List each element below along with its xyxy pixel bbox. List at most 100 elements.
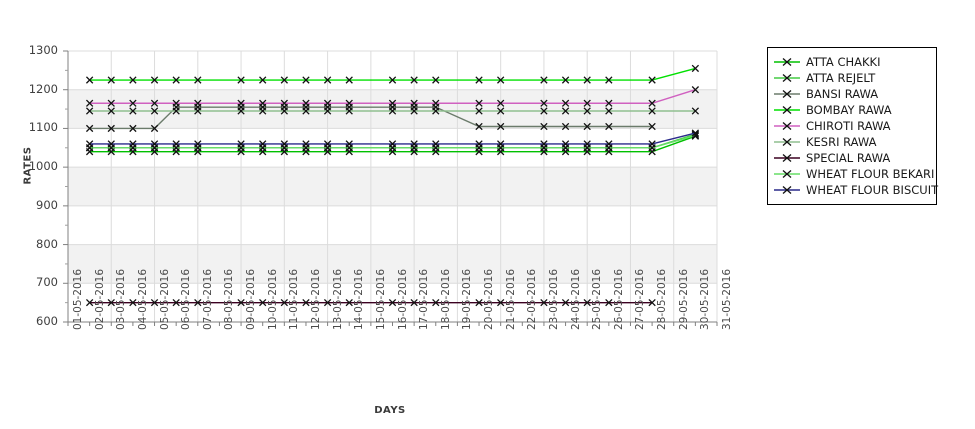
series-point xyxy=(410,76,418,84)
series-point xyxy=(345,76,353,84)
series-point xyxy=(561,107,570,115)
series-point xyxy=(583,298,591,307)
series-point xyxy=(605,107,613,115)
y-tick-label: 1300 xyxy=(28,43,58,57)
legend-item-3[interactable]: BOMBAY RAWA xyxy=(774,102,928,118)
series-point xyxy=(150,107,159,115)
series-point xyxy=(237,99,245,107)
series-point xyxy=(85,140,94,148)
series-point xyxy=(583,107,591,115)
series-point xyxy=(259,298,267,307)
series-point xyxy=(583,76,591,84)
x-tick-label: 28-05-2016 xyxy=(656,268,669,330)
series-line-2 xyxy=(89,106,653,130)
series-point xyxy=(172,99,180,107)
series-point xyxy=(605,298,613,307)
series-point xyxy=(583,122,591,131)
series-point xyxy=(129,124,137,133)
x-axis-title: DAYS xyxy=(374,405,406,416)
series-point xyxy=(129,140,137,148)
series-point xyxy=(107,140,115,148)
series-point xyxy=(302,76,310,84)
series-point xyxy=(237,107,245,115)
y-tick-label: 800 xyxy=(36,236,58,251)
x-tick-label: 31-05-2016 xyxy=(721,268,733,330)
x-tick-label: 10-05-2016 xyxy=(266,268,279,330)
series-point xyxy=(345,298,353,307)
x-tick-label: 11-05-2016 xyxy=(288,268,301,330)
series-point xyxy=(129,76,137,84)
legend-item-label: KESRI RAWA xyxy=(806,135,877,149)
legend-marker-icon xyxy=(774,87,800,101)
series-point xyxy=(259,76,267,84)
legend-item-7[interactable]: WHEAT FLOUR BEKARI xyxy=(774,166,934,182)
series-point xyxy=(561,99,570,107)
legend-item-label: CHIROTI RAWA xyxy=(806,119,891,133)
x-tick-label: 16-05-2016 xyxy=(396,268,409,330)
series-point xyxy=(475,122,483,131)
y-tick-label: 1000 xyxy=(28,159,58,174)
series-point xyxy=(302,140,310,148)
legend-item-0[interactable]: ATTA CHAKKI xyxy=(774,54,928,70)
legend-item-label: ATTA REJELT xyxy=(806,71,876,85)
legend-item-label: SPECIAL RAWA xyxy=(806,151,891,165)
series-point xyxy=(605,122,613,131)
series-point xyxy=(237,298,245,307)
y-tick-label: 600 xyxy=(36,314,58,328)
series-point xyxy=(410,140,418,148)
series-point xyxy=(345,140,353,148)
x-tick-label: 23-05-2016 xyxy=(547,268,560,330)
legend-item-2[interactable]: BANSI RAWA xyxy=(774,86,928,102)
x-tick-label: 30-05-2016 xyxy=(699,268,712,330)
legend-item-6[interactable]: SPECIAL RAWA xyxy=(774,150,928,166)
legend-item-8[interactable]: WHEAT FLOUR BISCUIT xyxy=(774,182,938,198)
series-point xyxy=(497,99,505,107)
x-tick-label: 25-05-2016 xyxy=(591,268,604,330)
series-point xyxy=(172,76,180,84)
series-point xyxy=(432,298,440,307)
legend-marker-icon xyxy=(774,183,800,197)
x-tick-label: 05-05-2016 xyxy=(158,268,171,330)
series-point xyxy=(648,76,656,84)
series-point xyxy=(540,140,548,148)
x-tick-label: 07-05-2016 xyxy=(201,268,214,330)
series-point xyxy=(497,107,505,115)
series-point xyxy=(194,99,202,107)
series-point xyxy=(150,124,159,133)
legend-item-1[interactable]: ATTA REJELT xyxy=(774,70,928,86)
series-point xyxy=(302,99,310,107)
x-tick-label: 19-05-2016 xyxy=(461,268,474,330)
legend-marker-icon xyxy=(774,167,800,181)
series-point xyxy=(648,140,656,148)
x-tick-label: 20-05-2016 xyxy=(483,268,496,330)
x-tick-label: 29-05-2016 xyxy=(677,268,690,330)
series-point xyxy=(561,122,570,131)
series-point xyxy=(259,107,267,115)
series-point xyxy=(107,298,115,307)
series-point xyxy=(605,99,613,107)
series-point xyxy=(280,107,288,115)
x-tick-label: 21-05-2016 xyxy=(504,268,517,330)
series-point xyxy=(323,140,332,148)
series-point xyxy=(561,140,570,148)
series-point xyxy=(280,76,288,84)
series-point xyxy=(648,99,656,107)
series-point xyxy=(129,99,137,107)
series-point xyxy=(432,76,440,84)
series-point xyxy=(691,64,700,73)
series-point xyxy=(432,140,440,148)
legend-marker-icon xyxy=(774,119,800,133)
series-point xyxy=(345,107,353,115)
legend-item-4[interactable]: CHIROTI RAWA xyxy=(774,118,928,134)
series-point xyxy=(85,298,94,307)
series-point xyxy=(107,99,115,107)
series-point xyxy=(107,124,115,133)
legend-item-5[interactable]: KESRI RAWA xyxy=(774,134,928,150)
series-point xyxy=(150,99,159,107)
series-point xyxy=(475,107,483,115)
series-point xyxy=(194,107,202,115)
series-point xyxy=(107,76,115,84)
series-point xyxy=(259,140,267,148)
series-point xyxy=(172,107,180,115)
legend-item-label: WHEAT FLOUR BEKARI xyxy=(806,167,935,181)
